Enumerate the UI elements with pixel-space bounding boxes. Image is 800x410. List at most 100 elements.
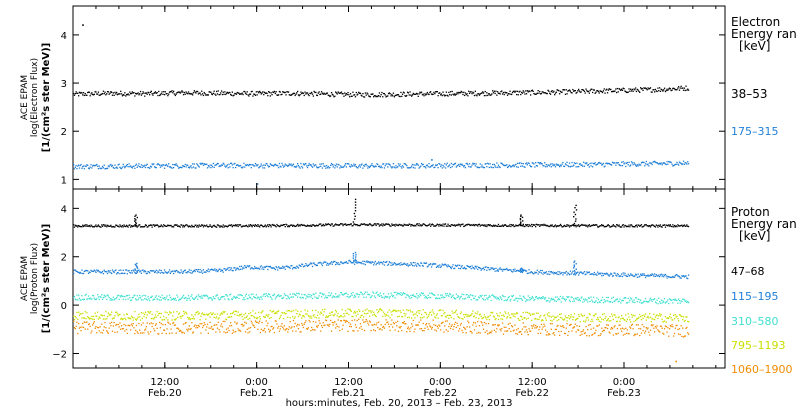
data-point	[594, 313, 596, 315]
data-point	[413, 93, 415, 95]
data-point	[662, 321, 664, 323]
data-point	[340, 223, 343, 225]
data-point	[668, 302, 670, 305]
data-point	[86, 164, 88, 166]
data-point	[263, 226, 265, 228]
data-point	[537, 224, 539, 226]
data-point	[437, 224, 439, 226]
data-point	[250, 224, 252, 227]
data-point	[681, 163, 683, 166]
data-point	[206, 94, 209, 96]
data-point	[549, 271, 552, 273]
data-point	[534, 93, 536, 95]
data-point	[659, 87, 661, 89]
data-point	[665, 163, 667, 166]
data-point	[279, 91, 281, 93]
data-point	[446, 266, 448, 268]
data-point	[326, 262, 328, 264]
data-point	[605, 225, 607, 228]
data-point	[116, 331, 119, 333]
data-point	[559, 93, 561, 95]
data-point	[149, 272, 151, 274]
data-point	[137, 299, 139, 301]
data-point	[260, 163, 262, 165]
data-point	[100, 331, 102, 334]
data-point	[207, 94, 209, 96]
data-point	[606, 162, 608, 164]
data-point	[363, 223, 366, 225]
data-point	[355, 254, 357, 256]
data-point	[349, 309, 352, 311]
data-point	[277, 165, 279, 167]
data-point	[618, 316, 620, 318]
data-point	[628, 301, 630, 303]
data-point	[344, 293, 346, 295]
data-point	[670, 225, 672, 227]
data-point	[575, 226, 577, 228]
data-point	[503, 299, 505, 302]
data-point	[530, 223, 533, 226]
data-point	[535, 272, 537, 274]
data-point	[135, 299, 138, 301]
data-point	[563, 165, 566, 168]
data-point	[668, 276, 670, 278]
data-point	[457, 295, 459, 297]
data-point	[93, 297, 95, 299]
data-point	[418, 264, 420, 266]
data-point	[193, 163, 195, 165]
data-point	[349, 96, 351, 98]
data-point	[148, 298, 150, 300]
data-point	[347, 163, 349, 165]
data-point	[449, 225, 451, 227]
data-point	[102, 90, 105, 92]
data-point	[249, 296, 251, 298]
data-point	[687, 89, 690, 91]
data-point	[613, 225, 615, 227]
data-point	[513, 270, 515, 272]
data-point	[87, 295, 90, 297]
data-point	[621, 226, 623, 228]
data-point	[190, 327, 192, 330]
data-point	[623, 319, 625, 321]
data-point	[154, 314, 157, 316]
data-point	[616, 273, 619, 275]
data-point	[312, 163, 314, 165]
data-point	[410, 294, 412, 297]
data-point	[319, 292, 321, 294]
data-point	[576, 318, 578, 320]
data-point	[152, 270, 154, 272]
data-point	[286, 91, 288, 93]
data-point	[326, 297, 328, 299]
data-point	[483, 295, 486, 297]
data-point	[631, 88, 633, 91]
data-point	[478, 266, 480, 268]
data-point	[155, 316, 157, 318]
data-point	[294, 94, 296, 97]
data-point	[125, 269, 128, 271]
data-point	[301, 224, 304, 227]
data-point	[526, 90, 528, 92]
data-point	[564, 315, 567, 317]
data-point	[312, 315, 314, 317]
data-point	[509, 316, 511, 319]
data-point	[382, 293, 385, 295]
data-point	[521, 224, 523, 227]
data-point	[353, 312, 355, 314]
data-point	[216, 269, 218, 271]
data-point	[255, 164, 257, 166]
data-point	[563, 298, 566, 300]
data-point	[642, 301, 644, 304]
data-point	[539, 90, 541, 93]
data-point	[358, 91, 360, 93]
data-point	[224, 311, 226, 313]
data-point	[431, 165, 433, 167]
data-point	[462, 164, 464, 167]
data-point	[422, 265, 424, 267]
data-point	[287, 266, 289, 268]
data-point	[251, 315, 253, 317]
data-point	[102, 318, 105, 320]
data-point	[682, 298, 685, 300]
data-point	[105, 224, 107, 226]
data-point	[656, 90, 658, 93]
data-point	[440, 266, 442, 268]
